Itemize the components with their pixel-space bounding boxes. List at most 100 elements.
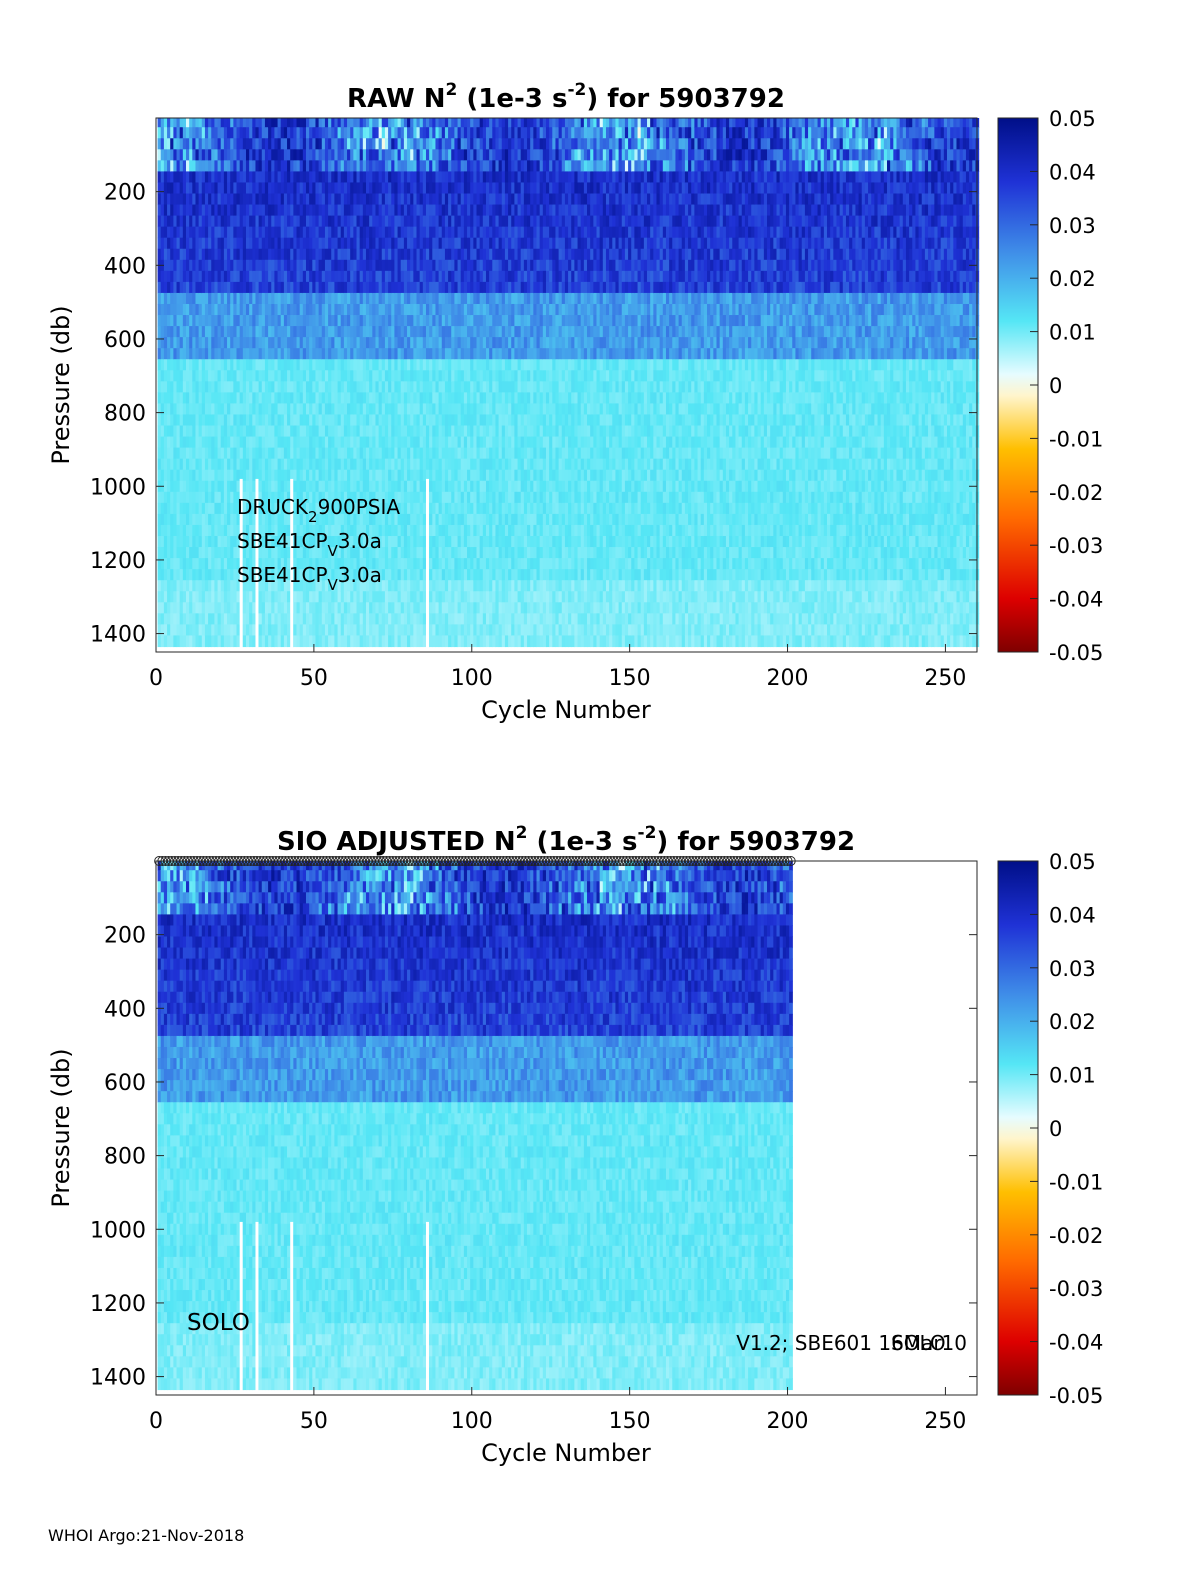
- raw-cell: [407, 370, 411, 382]
- raw-cell: [353, 160, 358, 172]
- raw-cell: [227, 558, 231, 570]
- raw-cell: [290, 458, 294, 471]
- raw-cell: [321, 447, 326, 460]
- raw-cell: [388, 403, 392, 416]
- raw-cell: [400, 204, 405, 217]
- raw-cell: [227, 524, 231, 537]
- raw-cell: [353, 204, 358, 217]
- raw-cell: [397, 547, 402, 559]
- raw-cell: [176, 447, 181, 460]
- raw-cell: [179, 259, 184, 272]
- raw-cell: [305, 370, 310, 382]
- raw-cell: [328, 237, 332, 250]
- raw-cell: [375, 613, 380, 625]
- raw-cell: [359, 215, 364, 228]
- raw-cell: [211, 381, 216, 393]
- raw-cell: [189, 381, 193, 393]
- raw-cell: [299, 580, 304, 592]
- raw-cell: [261, 613, 266, 625]
- raw-cell: [340, 502, 345, 515]
- raw-cell: [236, 182, 241, 195]
- raw-cell: [236, 204, 241, 217]
- raw-cell: [195, 591, 200, 603]
- raw-cell: [189, 392, 193, 405]
- raw-cell: [198, 182, 203, 195]
- raw-cell: [157, 149, 162, 161]
- raw-cell: [372, 281, 377, 294]
- raw-cell: [410, 270, 414, 283]
- raw-cell: [245, 414, 250, 427]
- raw-cell: [299, 513, 304, 526]
- raw-cell: [242, 149, 247, 161]
- raw-cell: [384, 580, 389, 592]
- raw-cell: [353, 337, 358, 349]
- raw-cell: [309, 160, 313, 172]
- raw-cell: [394, 326, 399, 338]
- raw-cell: [274, 458, 279, 471]
- raw-cell: [384, 613, 389, 625]
- raw-cell: [315, 513, 320, 526]
- raw-cell: [280, 138, 285, 150]
- raw-cell: [365, 524, 370, 537]
- raw-cell: [375, 303, 380, 316]
- raw-cell: [353, 535, 358, 548]
- raw-cell: [227, 149, 231, 161]
- raw-cell: [321, 237, 326, 250]
- raw-cell: [321, 259, 326, 272]
- raw-cell: [302, 602, 307, 614]
- raw-cell: [296, 425, 301, 438]
- raw-cell: [350, 127, 354, 139]
- raw-cell: [182, 392, 187, 405]
- raw-cell: [283, 502, 288, 515]
- raw-cell: [388, 160, 392, 172]
- raw-cell: [274, 425, 279, 438]
- raw-cell: [340, 259, 345, 272]
- raw-cell: [350, 580, 354, 592]
- raw-cell: [189, 569, 193, 581]
- raw-cell: [296, 359, 301, 371]
- raw-cell: [255, 403, 260, 416]
- raw-cell: [353, 558, 358, 570]
- raw-cell: [271, 392, 276, 405]
- raw-cell: [343, 248, 348, 261]
- raw-cell: [391, 127, 396, 139]
- raw-cell: [189, 602, 193, 614]
- raw-cell: [394, 547, 399, 559]
- raw-cell: [236, 491, 241, 504]
- raw-cell: [227, 513, 231, 526]
- raw-cell: [233, 259, 238, 272]
- raw-cell: [204, 281, 209, 294]
- raw-cell: [163, 281, 168, 294]
- raw-cell: [280, 558, 285, 570]
- raw-cell: [384, 292, 389, 305]
- raw-cell: [274, 259, 279, 272]
- raw-cell: [211, 182, 216, 195]
- raw-cell: [264, 348, 269, 360]
- raw-cell: [287, 558, 291, 570]
- raw-cell: [223, 381, 228, 393]
- raw-cell: [223, 118, 228, 128]
- raw-cell: [394, 535, 399, 548]
- raw-cell: [381, 370, 386, 382]
- raw-cell: [347, 127, 351, 139]
- raw-cell: [334, 182, 339, 195]
- raw-cell: [176, 425, 181, 438]
- raw-cell: [394, 193, 399, 206]
- raw-cell: [217, 458, 222, 471]
- raw-cell: [192, 425, 197, 438]
- raw-cell: [163, 171, 168, 184]
- raw-cell: [274, 580, 279, 592]
- raw-cell: [163, 524, 168, 537]
- raw-cell: [182, 226, 187, 239]
- raw-cell: [305, 127, 310, 139]
- raw-cell: [258, 160, 263, 172]
- raw-cell: [321, 635, 326, 648]
- raw-cell: [230, 118, 234, 128]
- raw-cell: [160, 491, 165, 504]
- raw-cell: [365, 204, 370, 217]
- raw-cell: [217, 337, 222, 349]
- raw-cell: [233, 226, 238, 239]
- raw-cell: [173, 270, 178, 283]
- raw-cell: [271, 303, 276, 316]
- raw-cell: [264, 370, 269, 382]
